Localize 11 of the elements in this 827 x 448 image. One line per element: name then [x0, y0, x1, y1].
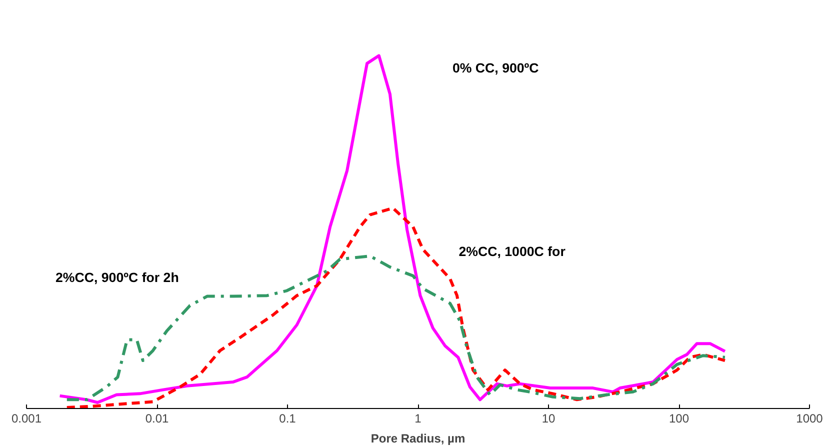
x-tick-label: 0.1 — [279, 412, 296, 426]
x-tick-label: 1 — [414, 412, 422, 426]
annotation: 2%CC, 1000C for — [458, 244, 566, 259]
x-tick-label: 0.001 — [11, 412, 42, 426]
x-axis-title: Pore Radius, µm — [370, 432, 466, 446]
x-tick-label: 100 — [668, 412, 690, 426]
x-tick-label: 10 — [542, 412, 556, 426]
annotation: 0% CC, 900ºC — [452, 60, 540, 76]
x-tick-label: 0.01 — [145, 412, 170, 426]
x-tick-label: 1000 — [796, 412, 824, 426]
annotation: 2%CC, 900ºC for 2h — [55, 270, 179, 286]
